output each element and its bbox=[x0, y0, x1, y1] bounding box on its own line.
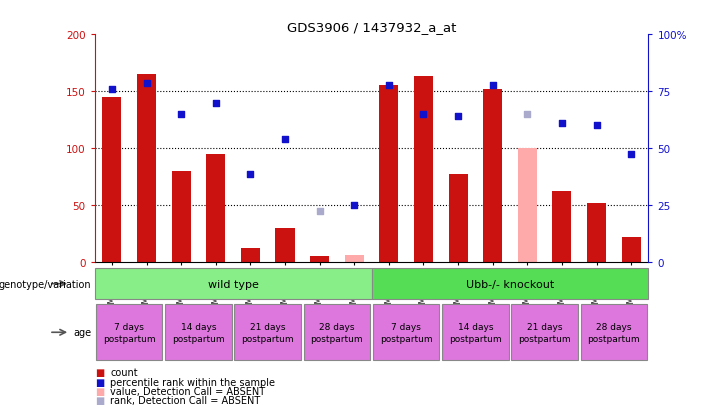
Bar bbox=[414, 77, 433, 262]
Bar bbox=[449, 175, 468, 262]
Bar bbox=[580, 305, 647, 360]
Point bbox=[245, 171, 256, 178]
Bar bbox=[483, 90, 502, 262]
Text: count: count bbox=[110, 368, 137, 377]
Text: value, Detection Call = ABSENT: value, Detection Call = ABSENT bbox=[110, 386, 265, 396]
Point bbox=[487, 83, 498, 90]
Bar bbox=[442, 305, 509, 360]
Point bbox=[522, 112, 533, 118]
Point bbox=[625, 151, 637, 158]
Text: 21 days
postpartum: 21 days postpartum bbox=[518, 322, 571, 343]
Bar bbox=[552, 192, 571, 262]
Point bbox=[591, 123, 602, 129]
Text: genotype/variation: genotype/variation bbox=[0, 279, 91, 289]
Bar bbox=[241, 249, 260, 262]
Bar bbox=[304, 305, 370, 360]
Bar bbox=[622, 237, 641, 262]
Text: rank, Detection Call = ABSENT: rank, Detection Call = ABSENT bbox=[110, 395, 260, 405]
Text: 28 days
postpartum: 28 days postpartum bbox=[311, 322, 363, 343]
Point bbox=[280, 136, 291, 143]
Text: age: age bbox=[73, 328, 91, 337]
Point bbox=[383, 83, 395, 90]
Text: ■: ■ bbox=[95, 368, 104, 377]
Bar bbox=[96, 305, 163, 360]
Text: 14 days
postpartum: 14 days postpartum bbox=[449, 322, 502, 343]
Bar bbox=[172, 171, 191, 262]
Text: ■: ■ bbox=[95, 386, 104, 396]
Bar bbox=[345, 255, 364, 262]
Text: Ubb-/- knockout: Ubb-/- knockout bbox=[466, 279, 554, 289]
Bar bbox=[373, 305, 440, 360]
Text: 7 days
postpartum: 7 days postpartum bbox=[103, 322, 156, 343]
Text: 21 days
postpartum: 21 days postpartum bbox=[241, 322, 294, 343]
Text: ■: ■ bbox=[95, 395, 104, 405]
Point bbox=[418, 112, 429, 118]
Point bbox=[314, 208, 325, 214]
Text: wild type: wild type bbox=[207, 279, 259, 289]
Bar bbox=[379, 86, 398, 262]
Point bbox=[107, 86, 118, 93]
Text: 14 days
postpartum: 14 days postpartum bbox=[172, 322, 225, 343]
Point bbox=[452, 114, 463, 120]
Text: ■: ■ bbox=[95, 377, 104, 387]
Bar bbox=[587, 203, 606, 262]
Bar bbox=[234, 305, 301, 360]
Point bbox=[557, 121, 568, 127]
Title: GDS3906 / 1437932_a_at: GDS3906 / 1437932_a_at bbox=[287, 21, 456, 34]
Point bbox=[175, 112, 186, 118]
Point bbox=[141, 81, 152, 87]
Bar bbox=[165, 305, 232, 360]
Bar bbox=[310, 256, 329, 262]
Point bbox=[210, 100, 222, 107]
Text: 28 days
postpartum: 28 days postpartum bbox=[587, 322, 640, 343]
Bar bbox=[518, 149, 537, 262]
Bar bbox=[102, 97, 121, 262]
Point bbox=[348, 202, 360, 209]
Bar bbox=[275, 228, 294, 262]
Text: percentile rank within the sample: percentile rank within the sample bbox=[110, 377, 275, 387]
Text: 7 days
postpartum: 7 days postpartum bbox=[380, 322, 433, 343]
Bar bbox=[206, 154, 225, 262]
Bar bbox=[372, 268, 648, 299]
Bar bbox=[511, 305, 578, 360]
Bar bbox=[95, 268, 372, 299]
Bar bbox=[137, 75, 156, 262]
